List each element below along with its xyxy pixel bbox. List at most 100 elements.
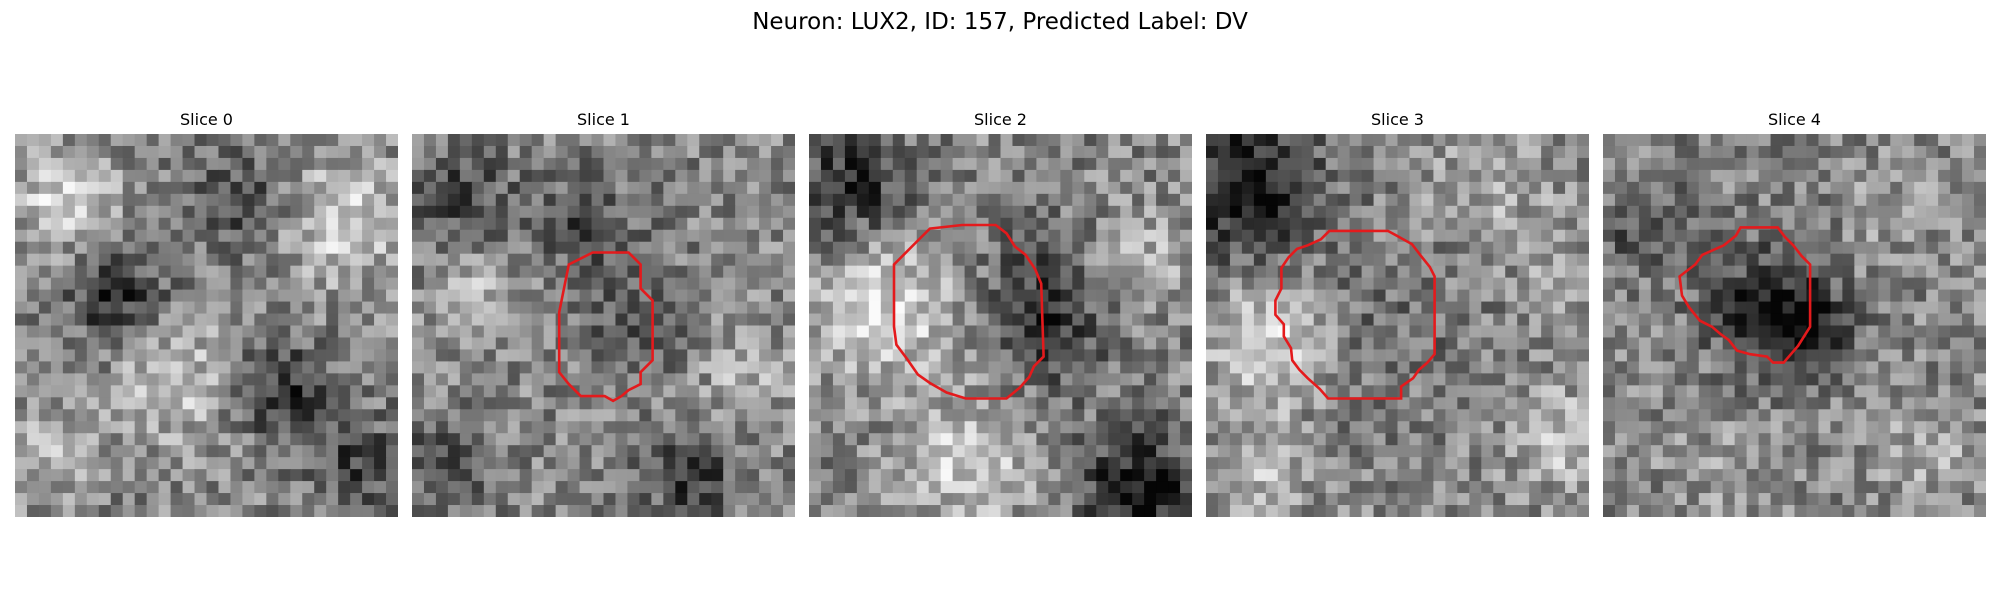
pixel [134, 493, 148, 506]
pixel [759, 397, 772, 410]
pixel [350, 325, 363, 339]
pixel [1662, 373, 1676, 386]
pixel [314, 134, 327, 147]
pixel [952, 433, 966, 446]
pixel [916, 241, 930, 255]
pixel [350, 169, 363, 183]
pixel [1770, 134, 1784, 147]
pixel [1144, 217, 1157, 231]
pixel [290, 277, 303, 291]
pixel [1445, 349, 1458, 363]
pixel [1253, 373, 1267, 386]
pixel [1433, 265, 1446, 279]
pixel [1758, 181, 1772, 195]
pixel [62, 349, 76, 363]
pixel [1325, 313, 1339, 327]
pixel [988, 229, 1002, 243]
pixel [1156, 469, 1169, 482]
pixel [1758, 361, 1772, 374]
pixel [495, 205, 509, 219]
pixel [302, 337, 315, 351]
pixel [1120, 373, 1133, 386]
pixel [1662, 385, 1676, 398]
pixel [1493, 493, 1506, 506]
pixel [230, 361, 244, 374]
pixel [1962, 193, 1975, 207]
pixel [495, 241, 509, 255]
pixel [1168, 217, 1181, 231]
pixel [507, 445, 521, 458]
pixel [1325, 134, 1339, 147]
pixel [1229, 217, 1243, 231]
pixel [579, 193, 593, 207]
pixel [591, 301, 605, 315]
pixel [1325, 397, 1339, 410]
pixel [675, 337, 688, 351]
pixel [38, 397, 52, 410]
pixel [38, 385, 52, 398]
pixel [579, 481, 593, 494]
pixel [1313, 445, 1327, 458]
pixel [1493, 457, 1506, 470]
pixel [134, 385, 148, 398]
pixel [242, 457, 255, 470]
pixel [1603, 253, 1616, 267]
pixel [1373, 169, 1387, 183]
pixel [1313, 134, 1327, 147]
pixel [1265, 469, 1279, 482]
pixel [1806, 193, 1820, 207]
pixel [928, 157, 942, 171]
pixel [1469, 145, 1482, 159]
pixel [1878, 409, 1891, 422]
pixel [711, 265, 724, 279]
pixel [1325, 145, 1339, 159]
pixel [771, 373, 784, 386]
pixel [844, 241, 858, 255]
pixel [1758, 169, 1772, 183]
pixel [1529, 313, 1542, 327]
pixel [687, 265, 700, 279]
pixel [38, 217, 52, 231]
pixel [1650, 289, 1664, 303]
pixel [988, 157, 1002, 171]
pixel [447, 217, 461, 231]
pixel [976, 157, 990, 171]
pixel [964, 145, 978, 159]
pixel [206, 421, 220, 434]
pixel [1060, 445, 1073, 458]
pixel [230, 181, 244, 195]
pixel [1974, 445, 1986, 458]
pixel [759, 313, 772, 327]
pixel [687, 349, 700, 363]
pixel [880, 457, 894, 470]
pixel [507, 325, 521, 339]
pixel [1060, 361, 1073, 374]
pixel [62, 301, 76, 315]
pixel [1000, 157, 1014, 171]
pixel [1962, 421, 1975, 434]
pixel [555, 241, 569, 255]
pixel [1096, 313, 1109, 327]
pixel [1517, 241, 1530, 255]
pixel [531, 265, 545, 279]
pixel [507, 361, 521, 374]
pixel [1626, 349, 1640, 363]
pixel [254, 481, 267, 494]
pixel [1096, 265, 1109, 279]
pixel [615, 313, 629, 327]
pixel [747, 205, 760, 219]
pixel [675, 373, 688, 386]
pixel [507, 421, 521, 434]
pixel [495, 134, 509, 147]
pixel [471, 373, 485, 386]
pixel [976, 409, 990, 422]
pixel [1012, 421, 1026, 434]
pixel [1289, 277, 1303, 291]
pixel [302, 445, 315, 458]
pixel [976, 481, 990, 494]
pixel [651, 277, 664, 291]
pixel [844, 493, 858, 506]
pixel [242, 337, 255, 351]
pixel [26, 217, 40, 231]
pixel [1096, 289, 1109, 303]
